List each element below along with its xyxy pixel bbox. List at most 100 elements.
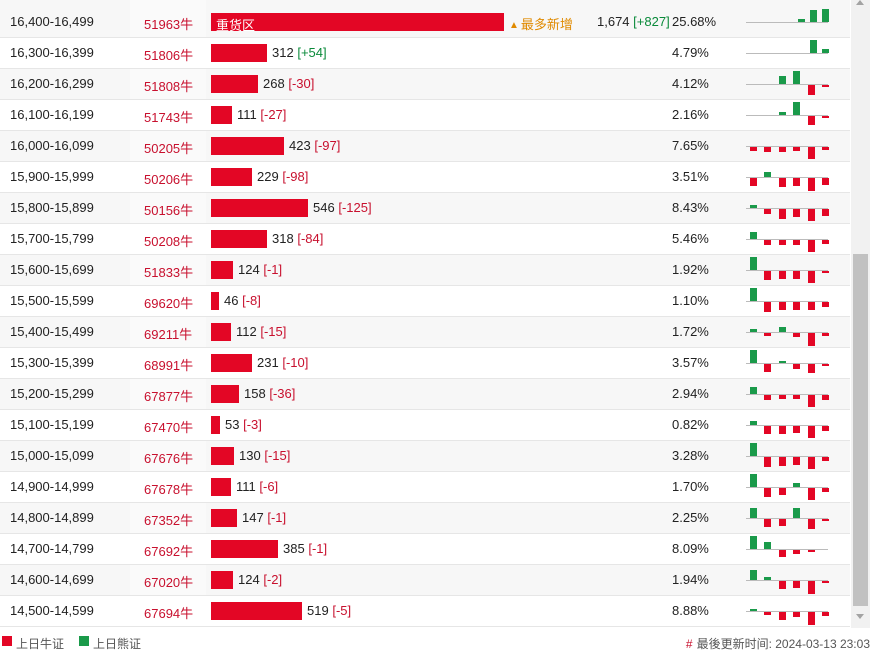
sparkline-bar <box>793 71 800 84</box>
warrant-code-link[interactable]: 68991牛 <box>144 358 194 373</box>
table-row[interactable]: 14,800-14,899 67352牛 147 [-1] 2.25% <box>0 503 850 534</box>
sparkline-baseline <box>746 270 828 271</box>
value-delta: [-125] <box>338 200 372 215</box>
warrant-code-link[interactable]: 67694牛 <box>144 606 194 621</box>
warrant-code-cell: 67692牛 <box>130 534 206 564</box>
value-delta: [-15] <box>260 324 287 339</box>
sparkline-baseline <box>746 580 828 581</box>
warrant-code-link[interactable]: 67678牛 <box>144 482 194 497</box>
table-row[interactable]: 14,500-14,599 67694牛 519 [-5] 8.88% <box>0 596 850 627</box>
table-row[interactable]: 15,500-15,599 69620牛 46 [-8] 1.10% <box>0 286 850 317</box>
table-row[interactable]: 15,800-15,899 50156牛 546 [-125] 8.43% <box>0 193 850 224</box>
value-number: 46 <box>224 293 239 308</box>
sparkline-bar <box>822 85 829 87</box>
warrant-code-link[interactable]: 51806牛 <box>144 48 194 63</box>
percentage: 2.94% <box>672 386 709 401</box>
percentage: 3.51% <box>672 169 709 184</box>
warrant-code-link[interactable]: 67676牛 <box>144 451 194 466</box>
warrant-code-cell: 50206牛 <box>130 162 206 192</box>
warrant-code-link[interactable]: 67692牛 <box>144 544 194 559</box>
sparkline-bar <box>793 457 800 465</box>
table-row[interactable]: 16,000-16,099 50205牛 423 [-97] 7.65% <box>0 131 850 162</box>
sparkline-bar <box>764 302 771 312</box>
warrant-code-link[interactable]: 50206牛 <box>144 172 194 187</box>
trend-sparkline <box>746 131 829 162</box>
table-row[interactable]: 15,600-15,699 51833牛 124 [-1] 1.92% <box>0 255 850 286</box>
table-row[interactable]: 15,200-15,299 67877牛 158 [-36] 2.94% <box>0 379 850 410</box>
scroll-thumb[interactable] <box>853 254 868 606</box>
outstanding-value: 46 [-8] <box>224 293 261 308</box>
trend-sparkline <box>746 348 829 379</box>
price-range: 15,100-15,199 <box>10 417 94 432</box>
price-range: 15,800-15,899 <box>10 200 94 215</box>
outstanding-value: 519 [-5] <box>307 603 351 618</box>
outstanding-bar <box>211 571 233 589</box>
outstanding-bar <box>211 168 252 186</box>
trend-sparkline <box>746 224 829 255</box>
table-row[interactable]: 16,300-16,399 51806牛 312 [+54] 4.79% <box>0 38 850 69</box>
warrant-code-link[interactable]: 50156牛 <box>144 203 194 218</box>
price-range: 15,500-15,599 <box>10 293 94 308</box>
warrant-code-link[interactable]: 51963牛 <box>144 17 194 32</box>
value-number: 130 <box>239 448 261 463</box>
table-row[interactable]: 15,100-15,199 67470牛 53 [-3] 0.82% <box>0 410 850 441</box>
sparkline-bar <box>764 457 771 467</box>
scroll-up-arrow-icon[interactable] <box>856 0 864 5</box>
sparkline-bar <box>808 271 815 283</box>
trend-sparkline <box>746 441 829 472</box>
table-row[interactable]: 14,600-14,699 67020牛 124 [-2] 1.94% <box>0 565 850 596</box>
warrant-code-link[interactable]: 69211牛 <box>144 327 193 342</box>
table-row[interactable]: 15,700-15,799 50208牛 318 [-84] 5.46% <box>0 224 850 255</box>
bull-legend-swatch <box>2 636 12 646</box>
price-range: 15,700-15,799 <box>10 231 94 246</box>
warrant-code-link[interactable]: 50208牛 <box>144 234 194 249</box>
table-row[interactable]: 16,400-16,499 51963牛 重货区 ▲ 最多新增 1,674 [+827] 2… <box>0 0 850 38</box>
sparkline-bar <box>779 395 786 399</box>
table-row[interactable]: 14,900-14,999 67678牛 111 [-6] 1.70% <box>0 472 850 503</box>
value-number: 53 <box>225 417 240 432</box>
warrant-code-link[interactable]: 51743牛 <box>144 110 194 125</box>
sparkline-baseline <box>746 363 828 364</box>
trend-sparkline <box>746 100 829 131</box>
warrant-code-link[interactable]: 67470牛 <box>144 420 194 435</box>
outstanding-bar <box>211 75 258 93</box>
outstanding-bar <box>211 602 302 620</box>
percentage: 0.82% <box>672 417 709 432</box>
table-row[interactable]: 16,200-16,299 51808牛 268 [-30] 4.12% <box>0 69 850 100</box>
vertical-scrollbar[interactable] <box>851 0 870 628</box>
triangle-up-icon: ▲ <box>509 20 519 31</box>
table-row[interactable]: 15,400-15,499 69211牛 112 [-15] 1.72% <box>0 317 850 348</box>
percentage: 1.70% <box>672 479 709 494</box>
warrant-code-cell: 51806牛 <box>130 38 206 68</box>
trend-sparkline <box>746 193 829 224</box>
percentage: 8.43% <box>672 200 709 215</box>
outstanding-bar <box>211 261 233 279</box>
sparkline-bar <box>750 443 757 456</box>
value-delta: [-30] <box>288 76 315 91</box>
price-range: 15,600-15,699 <box>10 262 94 277</box>
warrant-code-link[interactable]: 51833牛 <box>144 265 194 280</box>
table-row[interactable]: 15,900-15,999 50206牛 229 [-98] 3.51% <box>0 162 850 193</box>
sparkline-bar <box>808 426 815 438</box>
warrant-code-link[interactable]: 67020牛 <box>144 575 194 590</box>
table-row[interactable]: 15,000-15,099 67676牛 130 [-15] 3.28% <box>0 441 850 472</box>
sparkline-bar <box>764 488 771 497</box>
sparkline-bar <box>779 488 786 495</box>
sparkline-bar <box>808 178 815 191</box>
sparkline-bar <box>764 426 771 434</box>
warrant-code-cell: 69211牛 <box>130 317 206 347</box>
warrant-code-link[interactable]: 67352牛 <box>144 513 194 528</box>
table-row[interactable]: 14,700-14,799 67692牛 385 [-1] 8.09% <box>0 534 850 565</box>
table-row[interactable]: 15,300-15,399 68991牛 231 [-10] 3.57% <box>0 348 850 379</box>
warrant-code-link[interactable]: 69620牛 <box>144 296 194 311</box>
value-delta: [-36] <box>269 386 296 401</box>
trend-sparkline <box>746 286 829 317</box>
table-row[interactable]: 16,100-16,199 51743牛 111 [-27] 2.16% <box>0 100 850 131</box>
sparkline-bar <box>822 147 829 150</box>
warrant-code-link[interactable]: 67877牛 <box>144 389 194 404</box>
warrant-code-link[interactable]: 51808牛 <box>144 79 194 94</box>
scroll-down-arrow-icon[interactable] <box>856 614 864 619</box>
price-range: 16,000-16,099 <box>10 138 94 153</box>
price-range: 16,300-16,399 <box>10 45 94 60</box>
warrant-code-link[interactable]: 50205牛 <box>144 141 194 156</box>
